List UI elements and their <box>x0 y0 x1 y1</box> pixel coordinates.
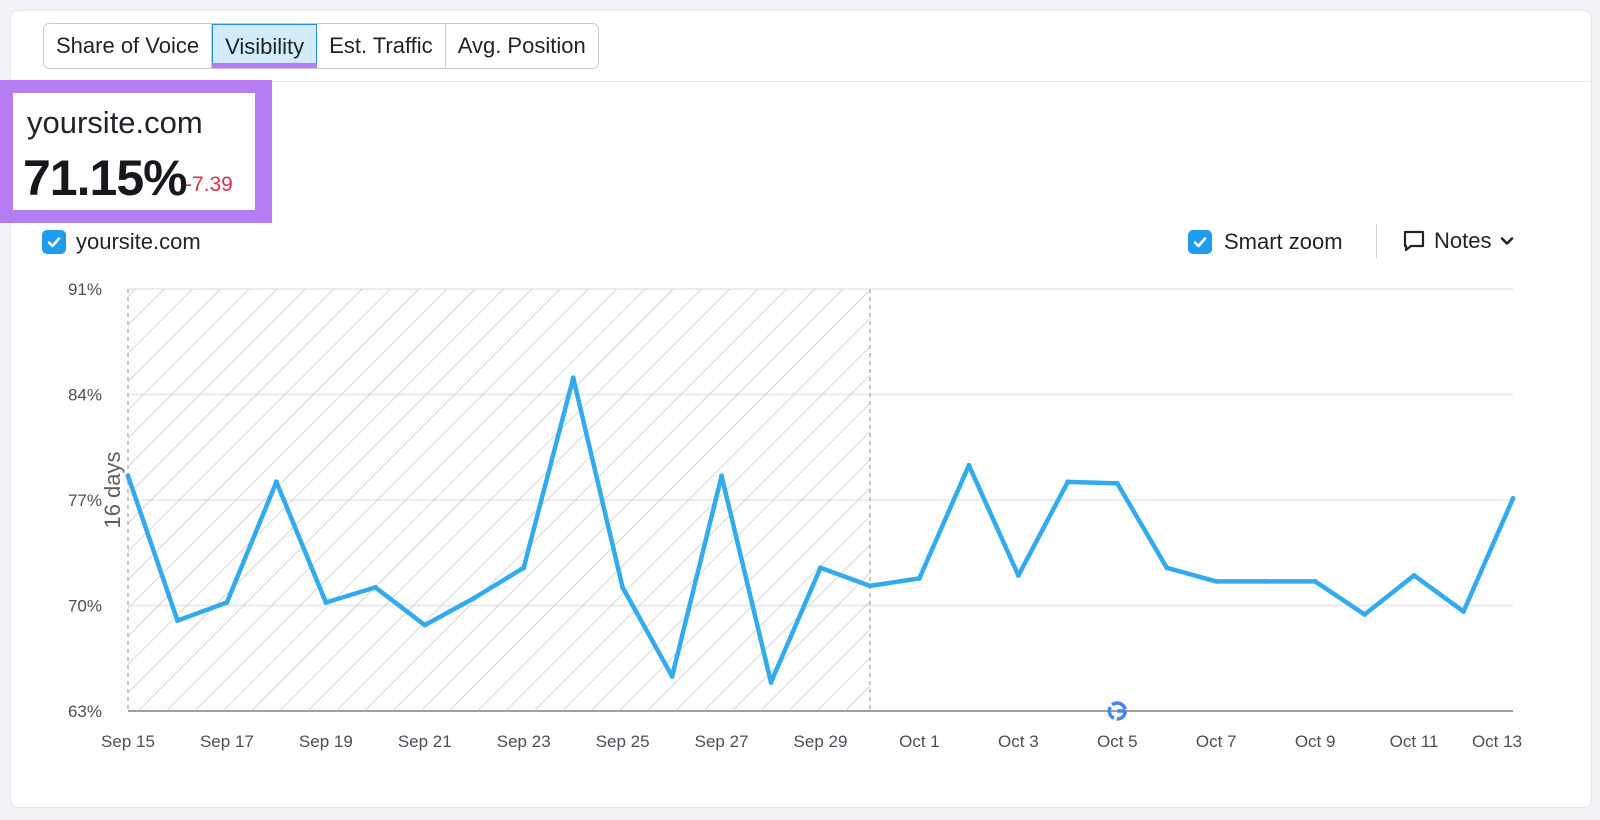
summary-delta: -7.39 <box>185 173 233 196</box>
data-point[interactable] <box>966 462 972 468</box>
tab-avg-position[interactable]: Avg. Position <box>445 24 598 68</box>
data-point[interactable] <box>1164 565 1170 571</box>
data-point[interactable] <box>620 584 626 590</box>
y-tick-label: 84% <box>68 386 102 405</box>
x-tick-label: Sep 29 <box>794 732 848 751</box>
x-tick-label: Sep 23 <box>497 732 551 751</box>
y-tick-label: 63% <box>68 702 102 721</box>
smart-zoom-toggle[interactable]: Smart zoom <box>1188 228 1343 256</box>
data-point[interactable] <box>1015 572 1021 578</box>
data-point[interactable] <box>1510 495 1516 501</box>
check-icon <box>1193 237 1207 248</box>
tab-visibility[interactable]: Visibility <box>212 24 318 68</box>
shade-duration-label: 16 days <box>100 451 125 528</box>
data-point[interactable] <box>719 473 725 479</box>
legend-item[interactable]: yoursite.com <box>42 228 201 256</box>
tabs-bar: Share of Voice Visibility Est. Traffic A… <box>11 11 1591 82</box>
data-point[interactable] <box>422 622 428 628</box>
metric-tabs: Share of Voice Visibility Est. Traffic A… <box>43 23 599 69</box>
data-point[interactable] <box>818 565 823 571</box>
summary-domain: yoursite.com <box>27 105 203 140</box>
data-point[interactable] <box>323 599 329 605</box>
x-tick-label: Oct 9 <box>1295 732 1336 751</box>
data-point[interactable] <box>768 679 774 685</box>
y-tick-label: 70% <box>68 597 102 616</box>
x-tick-label: Oct 7 <box>1196 732 1237 751</box>
tab-share-of-voice[interactable]: Share of Voice <box>44 24 213 68</box>
notes-label: Notes <box>1434 228 1492 253</box>
x-tick-label: Sep 17 <box>200 732 254 751</box>
comparison-period-shade <box>128 289 870 711</box>
data-point[interactable] <box>1213 578 1219 584</box>
chevron-down-icon <box>1501 237 1514 245</box>
comment-icon <box>1403 230 1425 252</box>
legend-label: yoursite.com <box>76 229 201 254</box>
data-point[interactable] <box>669 673 675 679</box>
summary-highlight: yoursite.com 71.15% -7.39 <box>0 80 272 223</box>
x-tick-label: Oct 11 <box>1390 732 1439 751</box>
data-point[interactable] <box>1411 572 1417 578</box>
smart-zoom-checkbox[interactable] <box>1188 230 1212 254</box>
x-tick-label: Sep 25 <box>596 732 650 751</box>
data-point[interactable] <box>174 618 180 624</box>
y-tick-label: 91% <box>68 280 102 299</box>
data-point[interactable] <box>1114 480 1120 486</box>
summary-box: yoursite.com 71.15% -7.39 <box>13 93 255 210</box>
notes-dropdown[interactable]: Notes <box>1402 226 1515 256</box>
check-icon <box>47 237 61 248</box>
x-tick-label: Sep 27 <box>695 732 749 751</box>
data-point[interactable] <box>471 595 477 601</box>
x-tick-label: Oct 3 <box>998 732 1039 751</box>
x-tick-label: Oct 5 <box>1097 732 1138 751</box>
data-point[interactable] <box>224 599 230 605</box>
data-point[interactable] <box>521 565 527 571</box>
data-point[interactable] <box>1263 578 1269 584</box>
x-tick-label: Sep 21 <box>398 732 452 751</box>
data-point[interactable] <box>916 575 922 581</box>
data-point[interactable] <box>867 583 873 589</box>
controls-divider <box>1376 224 1377 258</box>
data-point[interactable] <box>570 375 576 381</box>
tab-est-traffic[interactable]: Est. Traffic <box>317 24 446 68</box>
data-point[interactable] <box>1065 479 1071 485</box>
x-tick-label: Sep 19 <box>299 732 353 751</box>
data-point[interactable] <box>1312 578 1318 584</box>
data-point[interactable] <box>273 479 279 485</box>
data-point[interactable] <box>372 584 378 590</box>
data-point[interactable] <box>1461 609 1467 615</box>
y-tick-label: 77% <box>68 491 102 510</box>
legend-checkbox[interactable] <box>42 230 66 254</box>
smart-zoom-label: Smart zoom <box>1224 229 1343 254</box>
summary-value: 71.15% <box>23 150 188 206</box>
data-point[interactable] <box>1362 612 1368 618</box>
x-tick-label: Sep 15 <box>101 732 155 751</box>
x-tick-label: Oct 13 <box>1472 732 1522 751</box>
google-icon[interactable] <box>1107 701 1128 721</box>
data-point[interactable] <box>125 473 131 479</box>
x-tick-label: Oct 1 <box>899 732 940 751</box>
